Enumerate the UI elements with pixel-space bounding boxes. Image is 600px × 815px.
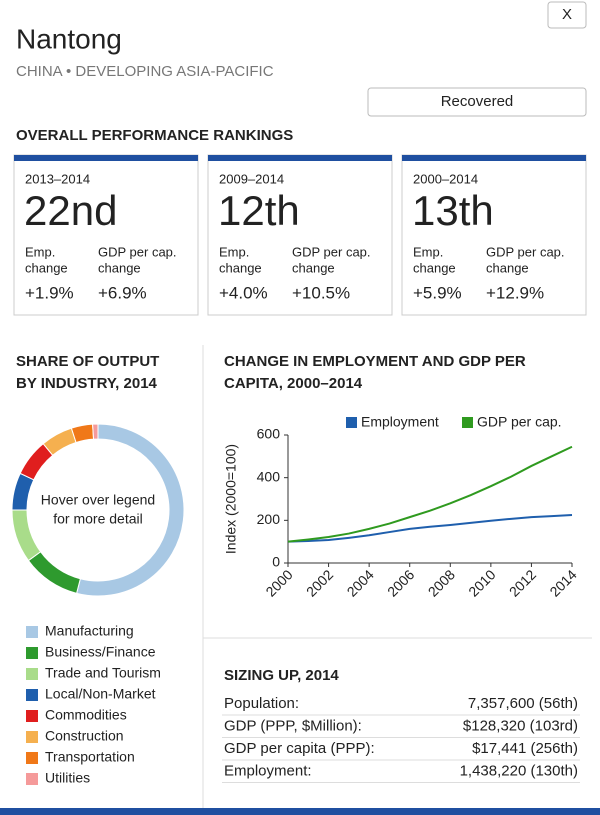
section-title: BY INDUSTRY, 2014: [16, 375, 158, 392]
city-subtitle: CHINA • DEVELOPING ASIA-PACIFIC: [16, 63, 274, 80]
status-box: [367, 87, 587, 117]
line-series: [287, 445, 573, 543]
legend-swatch: [26, 752, 38, 764]
y-tick-label: 0: [272, 554, 280, 570]
card-bar: [14, 155, 198, 161]
legend-swatch: [462, 417, 473, 428]
card: [207, 154, 393, 316]
sizing-value: $128,320 (103rd): [463, 717, 578, 734]
close-button[interactable]: [547, 1, 587, 29]
card-label: change: [413, 260, 456, 275]
card-rank: 12th: [218, 187, 300, 234]
bottom-bar: [0, 808, 600, 815]
card-period: 2009–2014: [219, 171, 284, 186]
card-bar: [208, 155, 392, 161]
sizing-value: 1,438,220 (130th): [460, 762, 578, 779]
card-value: +5.9%: [413, 283, 462, 302]
legend-label: GDP per cap.: [477, 414, 562, 430]
donut-segment: [27, 551, 81, 594]
sizing-value: 7,357,600 (56th): [468, 695, 578, 712]
y-axis-label: Index (2000=100): [223, 444, 239, 554]
sizing-value: $17,441 (256th): [472, 740, 578, 757]
legend-swatch: [26, 710, 38, 722]
x-tick-label: 2004: [344, 566, 377, 599]
card-label: change: [25, 260, 68, 275]
card-label: GDP per cap.: [292, 244, 371, 259]
card-label: Emp.: [219, 244, 249, 259]
donut-center-text: Hover over legend: [41, 492, 155, 508]
section-title: SHARE OF OUTPUT: [16, 353, 159, 370]
city-title: Nantong: [16, 23, 122, 54]
card-value: +10.5%: [292, 283, 350, 302]
legend-label: Employment: [361, 414, 439, 430]
x-tick-label: 2010: [465, 566, 498, 599]
card-value: +4.0%: [219, 283, 268, 302]
card-value: +1.9%: [25, 283, 74, 302]
legend-label: Manufacturing: [45, 623, 134, 639]
card-value: +6.9%: [98, 283, 147, 302]
card-rank: 22nd: [24, 187, 117, 234]
legend-label: Commodities: [45, 707, 127, 723]
card-rank: 13th: [412, 187, 494, 234]
section-title: SIZING UP, 2014: [224, 667, 339, 684]
line-series: [287, 514, 573, 543]
card-bar: [402, 155, 586, 161]
x-tick-label: 2012: [506, 566, 539, 599]
sizing-label: Employment:: [224, 762, 312, 779]
sizing-label: GDP per capita (PPP):: [224, 740, 375, 757]
legend-swatch: [346, 417, 357, 428]
section-title: CHANGE IN EMPLOYMENT AND GDP PER: [224, 353, 526, 370]
donut-segment: [70, 423, 95, 444]
y-tick-label: 600: [257, 426, 281, 442]
card: [13, 154, 199, 316]
x-tick-label: 2006: [384, 566, 417, 599]
legend-swatch: [26, 689, 38, 701]
card-label: change: [292, 260, 335, 275]
card-label: Emp.: [413, 244, 443, 259]
section-title: OVERALL PERFORMANCE RANKINGS: [16, 127, 293, 144]
card-label: Emp.: [25, 244, 55, 259]
legend-label: Local/Non-Market: [45, 686, 156, 702]
section-title: CAPITA, 2000–2014: [224, 375, 363, 392]
donut-center-text: for more detail: [53, 511, 142, 527]
x-tick-label: 2014: [546, 566, 579, 599]
donut-segment: [92, 423, 99, 440]
sizing-label: GDP (PPP, $Million):: [224, 717, 362, 734]
legend-label: Utilities: [45, 770, 90, 786]
legend-label: Construction: [45, 728, 124, 744]
card-label: change: [98, 260, 141, 275]
x-tick-label: 2000: [262, 566, 295, 599]
card-period: 2013–2014: [25, 171, 90, 186]
card-label: change: [219, 260, 262, 275]
card-value: +12.9%: [486, 283, 544, 302]
legend-swatch: [26, 626, 38, 638]
y-tick-label: 200: [257, 511, 281, 527]
sizing-label: Population:: [224, 695, 299, 712]
close-label[interactable]: X: [562, 6, 572, 23]
legend-swatch: [26, 773, 38, 785]
legend-swatch: [26, 731, 38, 743]
card-period: 2000–2014: [413, 171, 478, 186]
legend-label: Trade and Tourism: [45, 665, 161, 681]
card-label: GDP per cap.: [98, 244, 177, 259]
legend-label: Transportation: [45, 749, 135, 765]
y-tick-label: 400: [257, 468, 281, 484]
legend-swatch: [26, 668, 38, 680]
card-label: change: [486, 260, 529, 275]
x-tick-label: 2008: [425, 566, 458, 599]
donut-segment: [11, 509, 42, 562]
card-label: GDP per cap.: [486, 244, 565, 259]
status-label: Recovered: [441, 93, 514, 110]
x-tick-label: 2002: [303, 566, 336, 599]
card: [401, 154, 587, 316]
legend-swatch: [26, 647, 38, 659]
donut-segment: [11, 472, 35, 511]
legend-label: Business/Finance: [45, 644, 156, 660]
